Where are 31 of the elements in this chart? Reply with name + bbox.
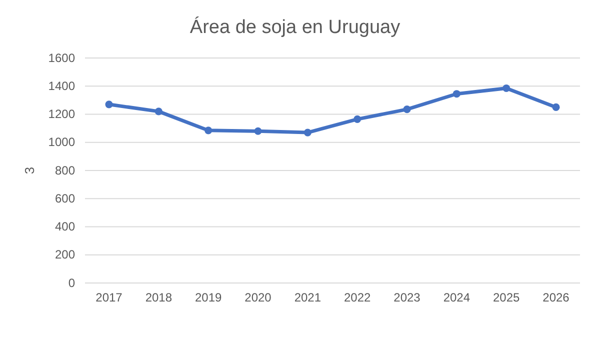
x-tick-label: 2024 bbox=[443, 290, 470, 305]
point bbox=[304, 128, 312, 136]
point bbox=[452, 90, 460, 98]
x-tick-label: 2022 bbox=[344, 290, 372, 305]
y-tick-label: 600 bbox=[54, 191, 76, 206]
y-tick-label: 400 bbox=[54, 220, 76, 234]
x-tick-label: 2018 bbox=[145, 290, 172, 305]
x-tick-label: 2023 bbox=[394, 290, 421, 305]
y-tick-label: 1200 bbox=[48, 107, 76, 122]
point bbox=[354, 115, 362, 123]
x-tick-label: 2026 bbox=[542, 290, 570, 305]
point bbox=[552, 103, 560, 111]
y-tick-label: 200 bbox=[54, 248, 76, 262]
point bbox=[502, 84, 510, 92]
x-tick-label: 2020 bbox=[244, 290, 272, 305]
y-tick-label: 800 bbox=[54, 163, 76, 178]
x-tick-label: 2017 bbox=[96, 290, 123, 305]
point bbox=[105, 100, 113, 108]
chart-title: Área de soja en Uruguay bbox=[190, 16, 401, 38]
point bbox=[403, 106, 411, 114]
y-tick-label: 0 bbox=[68, 276, 76, 290]
y-axis-title: 3 bbox=[22, 166, 37, 174]
y-tick-label: 1400 bbox=[48, 78, 76, 93]
point bbox=[204, 126, 212, 134]
y-tick-label: 1000 bbox=[48, 135, 76, 150]
y-tick-label: 1600 bbox=[48, 50, 76, 65]
point bbox=[254, 127, 262, 135]
x-tick-label: 2025 bbox=[492, 290, 520, 305]
x-tick-label: 2019 bbox=[194, 290, 222, 305]
x-tick-label: 2021 bbox=[294, 290, 322, 305]
point bbox=[154, 108, 162, 116]
